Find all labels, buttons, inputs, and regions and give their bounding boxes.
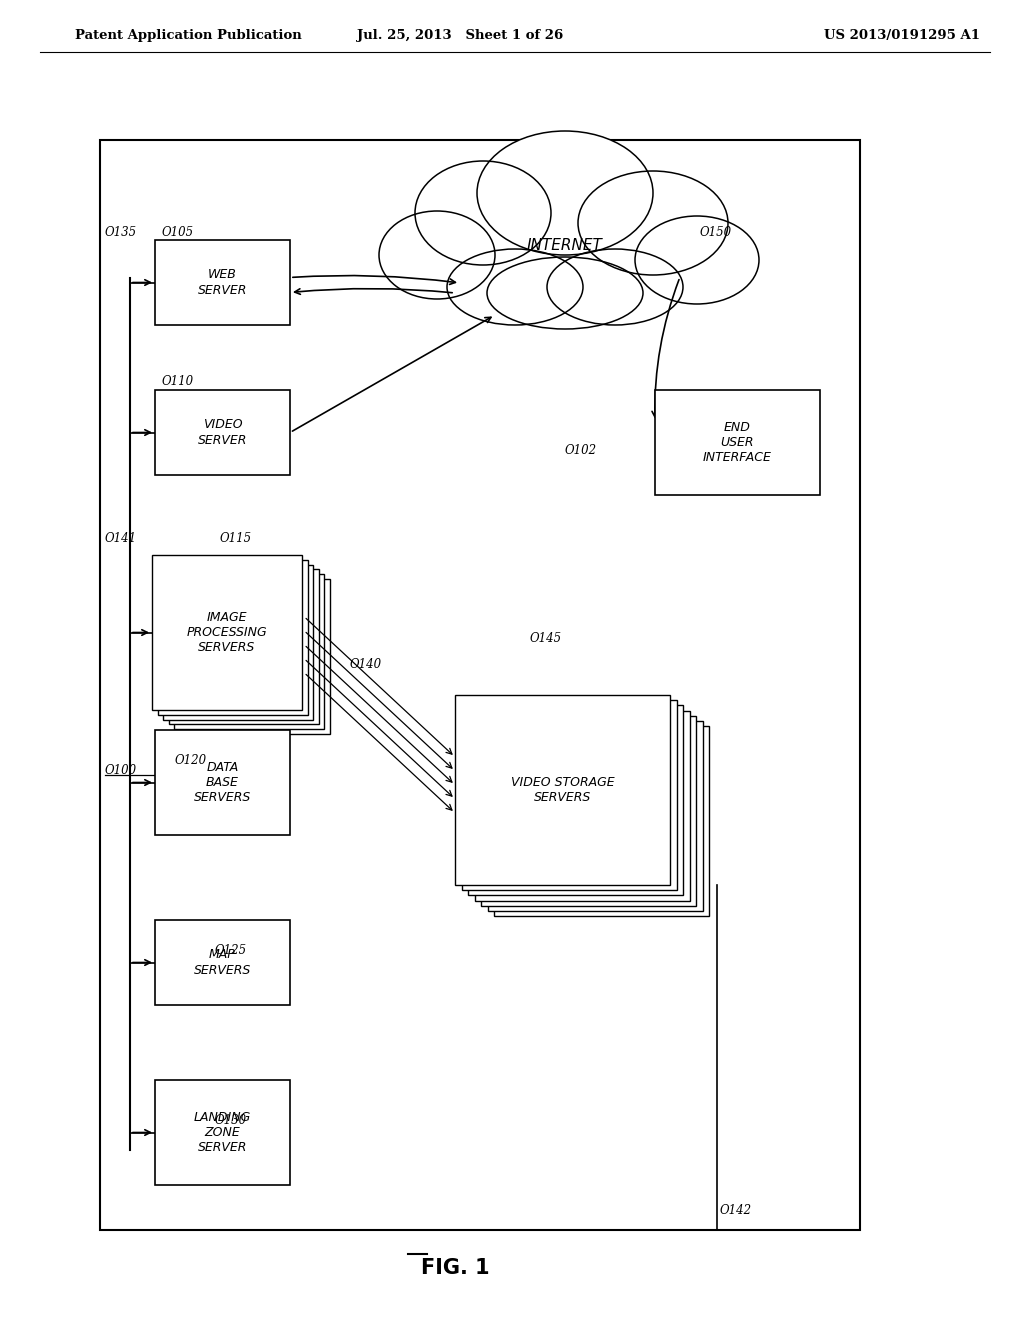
Text: O102: O102 bbox=[565, 444, 597, 457]
FancyBboxPatch shape bbox=[462, 700, 677, 890]
FancyBboxPatch shape bbox=[455, 696, 670, 884]
Text: DATA
BASE
SERVERS: DATA BASE SERVERS bbox=[194, 762, 251, 804]
FancyBboxPatch shape bbox=[158, 560, 307, 715]
Text: VIDEO
SERVER: VIDEO SERVER bbox=[198, 418, 247, 446]
Text: END
USER
INTERFACE: END USER INTERFACE bbox=[703, 421, 772, 465]
Text: O130: O130 bbox=[215, 1114, 247, 1126]
FancyBboxPatch shape bbox=[655, 389, 820, 495]
Text: O150: O150 bbox=[700, 226, 732, 239]
Text: Jul. 25, 2013   Sheet 1 of 26: Jul. 25, 2013 Sheet 1 of 26 bbox=[357, 29, 563, 41]
Ellipse shape bbox=[635, 216, 759, 304]
Ellipse shape bbox=[379, 211, 495, 300]
Text: LANDING
ZONE
SERVER: LANDING ZONE SERVER bbox=[194, 1111, 251, 1154]
Text: Patent Application Publication: Patent Application Publication bbox=[75, 29, 302, 41]
Text: O110: O110 bbox=[162, 375, 195, 388]
Text: WEB
SERVER: WEB SERVER bbox=[198, 268, 247, 297]
FancyBboxPatch shape bbox=[468, 705, 683, 895]
FancyBboxPatch shape bbox=[152, 554, 302, 710]
FancyBboxPatch shape bbox=[155, 1080, 290, 1185]
FancyBboxPatch shape bbox=[481, 715, 696, 906]
FancyBboxPatch shape bbox=[179, 579, 330, 734]
Text: MAP
SERVERS: MAP SERVERS bbox=[194, 949, 251, 977]
FancyBboxPatch shape bbox=[494, 726, 709, 916]
Text: O135: O135 bbox=[105, 226, 137, 239]
Ellipse shape bbox=[415, 161, 551, 265]
Text: O115: O115 bbox=[220, 532, 252, 544]
FancyBboxPatch shape bbox=[487, 721, 702, 911]
FancyBboxPatch shape bbox=[155, 240, 290, 325]
FancyBboxPatch shape bbox=[155, 920, 290, 1005]
Text: US 2013/0191295 A1: US 2013/0191295 A1 bbox=[824, 29, 980, 41]
Text: O145: O145 bbox=[530, 631, 562, 644]
Ellipse shape bbox=[447, 249, 583, 325]
Text: O141: O141 bbox=[105, 532, 137, 544]
Text: FIG. 1: FIG. 1 bbox=[421, 1258, 489, 1278]
Text: INTERNET: INTERNET bbox=[527, 238, 603, 252]
FancyBboxPatch shape bbox=[163, 565, 313, 719]
Ellipse shape bbox=[547, 249, 683, 325]
Text: VIDEO STORAGE
SERVERS: VIDEO STORAGE SERVERS bbox=[511, 776, 614, 804]
Text: IMAGE
PROCESSING
SERVERS: IMAGE PROCESSING SERVERS bbox=[186, 611, 267, 653]
Text: O142: O142 bbox=[720, 1204, 752, 1217]
FancyBboxPatch shape bbox=[169, 569, 318, 725]
Text: O105: O105 bbox=[162, 226, 195, 239]
Text: O120: O120 bbox=[175, 754, 207, 767]
Ellipse shape bbox=[477, 131, 653, 255]
FancyBboxPatch shape bbox=[174, 574, 324, 729]
Ellipse shape bbox=[578, 172, 728, 275]
Text: O100: O100 bbox=[105, 763, 137, 776]
FancyBboxPatch shape bbox=[474, 710, 689, 900]
Ellipse shape bbox=[487, 257, 643, 329]
Text: O140: O140 bbox=[350, 659, 382, 672]
FancyBboxPatch shape bbox=[155, 730, 290, 836]
FancyBboxPatch shape bbox=[155, 389, 290, 475]
Text: O125: O125 bbox=[215, 944, 247, 957]
